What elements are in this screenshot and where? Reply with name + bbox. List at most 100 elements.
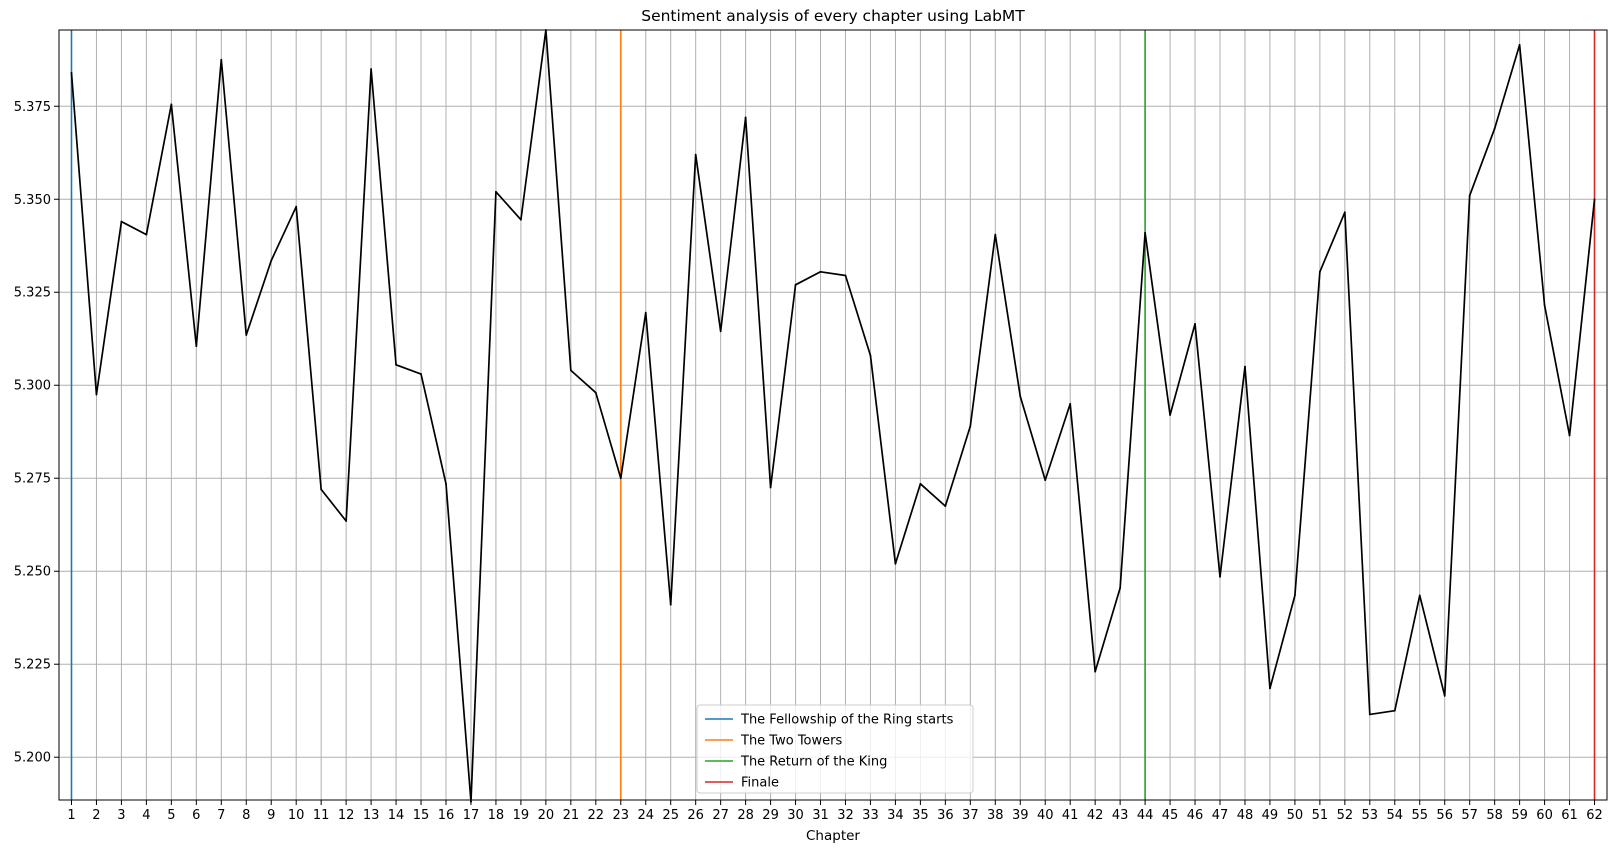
x-tick-label: 40: [1037, 808, 1054, 823]
data-point: [1219, 575, 1221, 578]
data-point: [245, 334, 248, 336]
data-point: [70, 71, 73, 74]
data-point: [120, 220, 123, 223]
data-point: [295, 205, 298, 208]
sentiment-series-line: [70, 29, 1596, 803]
data-point: [1593, 198, 1596, 201]
x-tick-label: 62: [1586, 808, 1603, 823]
x-tick-label: 56: [1436, 808, 1453, 823]
data-point: [1094, 670, 1097, 673]
data-point: [744, 116, 747, 119]
data-point: [919, 482, 922, 485]
data-point: [1069, 402, 1072, 405]
x-tick-label: 20: [538, 808, 555, 823]
data-point: [794, 283, 797, 286]
x-tick-label: 54: [1387, 808, 1404, 823]
data-point: [95, 393, 98, 396]
x-tick-label: 26: [687, 808, 704, 823]
x-tick-label: 52: [1337, 808, 1354, 823]
data-point: [1144, 231, 1146, 234]
x-tick-label: 24: [637, 808, 654, 823]
x-axis: 1 2 3 4 5 6 7 8 9 10 11 12 13 14 15 16 17 18 19 20 21 22 23 24 2…: [67, 800, 1603, 823]
x-tick-label: 34: [887, 808, 904, 823]
x-tick-label: 11: [313, 808, 330, 823]
legend-label: The Fellowship of the Ring starts: [740, 713, 954, 728]
x-tick-label: 60: [1536, 808, 1553, 823]
x-tick-label: 46: [1187, 808, 1204, 823]
y-tick-label: 5.325: [14, 286, 51, 301]
y-tick-label: 5.375: [14, 100, 51, 115]
data-point: [894, 562, 897, 565]
y-tick-label: 5.300: [14, 379, 51, 394]
x-tick-label: 47: [1212, 808, 1229, 823]
data-point: [1443, 694, 1446, 697]
data-point: [619, 477, 622, 480]
data-point: [1244, 365, 1246, 368]
data-point: [520, 218, 522, 221]
x-tick-label: 5: [167, 808, 175, 823]
grid: [59, 30, 1607, 800]
x-tick-label: 32: [837, 808, 854, 823]
x-tick-label: 3: [117, 808, 125, 823]
x-tick-label: 22: [588, 808, 605, 823]
x-tick-label: 19: [513, 808, 530, 823]
legend-label: Finale: [741, 776, 779, 791]
y-tick-label: 5.225: [14, 658, 51, 673]
x-tick-label: 42: [1087, 808, 1104, 823]
x-tick-label: 8: [242, 808, 250, 823]
data-point: [370, 68, 372, 70]
y-axis: 5.200 5.225 5.250 5.275 5.300 5.325 5.350 5.375: [14, 100, 59, 766]
data-point: [170, 103, 173, 106]
data-point: [819, 270, 822, 273]
x-tick-label: 55: [1411, 808, 1428, 823]
x-tick-label: 21: [563, 808, 580, 823]
x-tick-label: 41: [1062, 808, 1079, 823]
data-point: [1393, 709, 1396, 712]
data-point: [1044, 479, 1047, 481]
x-tick-label: 38: [987, 808, 1004, 823]
x-tick-label: 58: [1486, 808, 1503, 823]
x-tick-label: 6: [192, 808, 200, 823]
x-tick-label: 44: [1137, 808, 1154, 823]
y-tick-label: 5.200: [14, 751, 51, 766]
x-tick-label: 57: [1461, 808, 1478, 823]
x-tick-label: 49: [1262, 808, 1279, 823]
y-tick-label: 5.350: [14, 193, 51, 208]
x-tick-label: 59: [1511, 808, 1528, 823]
data-point: [1269, 687, 1271, 690]
data-point: [1343, 211, 1346, 214]
data-point: [320, 488, 323, 491]
x-tick-label: 31: [812, 808, 829, 823]
data-point: [1169, 414, 1171, 416]
x-tick-label: 16: [438, 808, 455, 823]
data-point: [345, 520, 348, 522]
legend-box: [696, 704, 974, 794]
x-tick-label: 35: [912, 808, 929, 823]
x-tick-label: 37: [962, 808, 979, 823]
data-point: [195, 345, 198, 348]
data-point: [1368, 713, 1371, 716]
x-tick-label: 48: [1237, 808, 1254, 823]
x-tick-label: 7: [217, 808, 225, 823]
x-tick-label: 51: [1312, 808, 1329, 823]
x-tick-label: 15: [413, 808, 430, 823]
x-tick-label: 36: [937, 808, 954, 823]
legend-label: The Two Towers: [740, 734, 842, 749]
data-point: [1518, 43, 1521, 46]
x-tick-label: 23: [613, 808, 630, 823]
y-tick-label: 5.250: [14, 565, 51, 580]
data-point: [1543, 304, 1546, 307]
data-point: [1294, 594, 1296, 597]
x-tick-label: 9: [267, 808, 275, 823]
x-tick-label: 43: [1112, 808, 1129, 823]
x-tick-label: 28: [737, 808, 754, 823]
data-point: [869, 354, 872, 357]
data-point: [145, 233, 148, 236]
x-tick-label: 39: [1012, 808, 1029, 823]
x-tick-label: 53: [1362, 808, 1379, 823]
data-point: [1418, 594, 1421, 597]
x-tick-label: 50: [1287, 808, 1304, 823]
data-point: [445, 482, 447, 485]
data-point: [944, 505, 947, 508]
